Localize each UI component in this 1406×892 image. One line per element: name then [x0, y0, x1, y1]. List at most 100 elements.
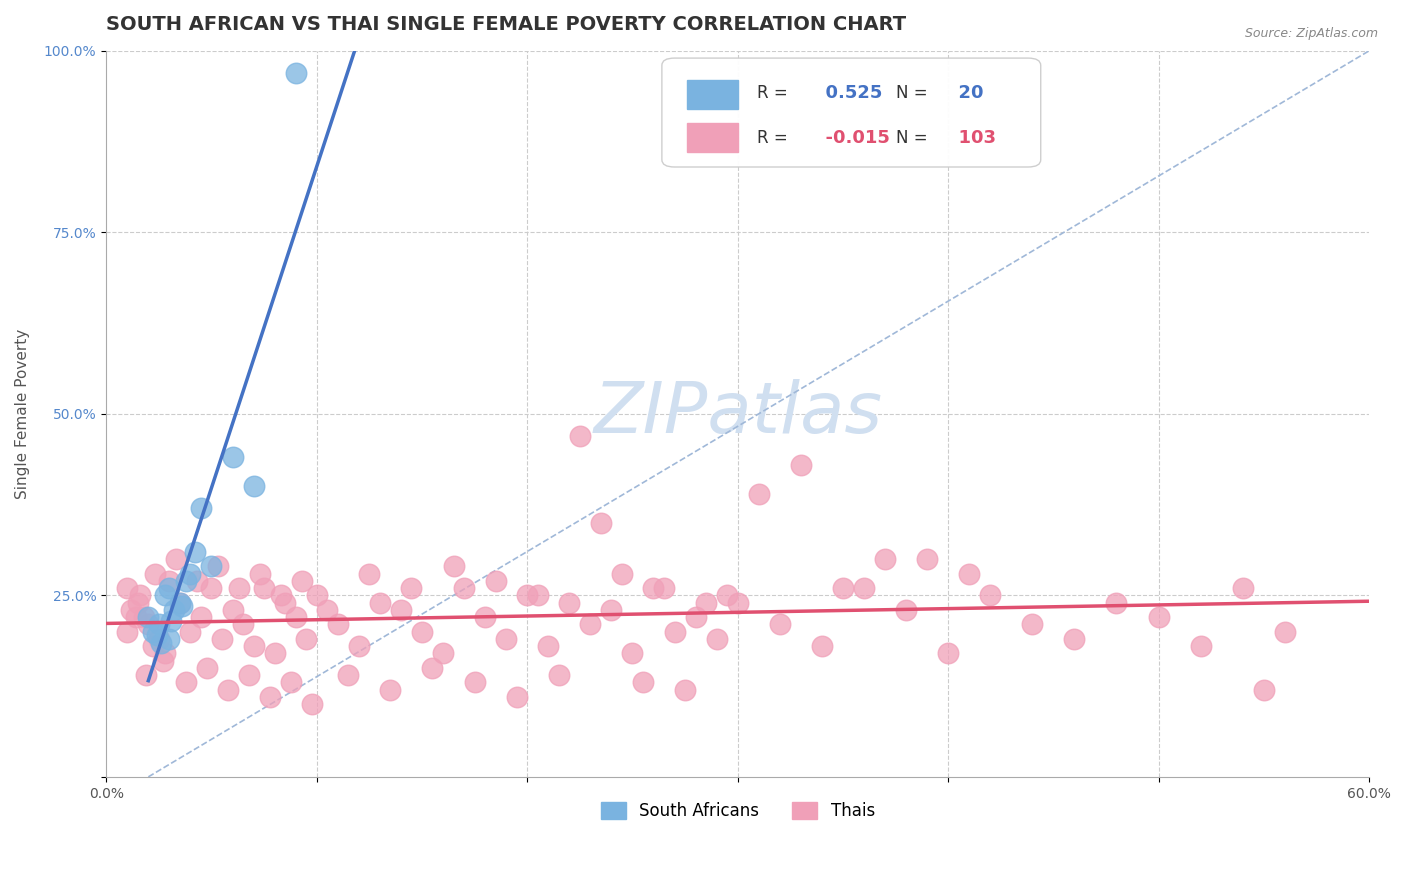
- Text: N =: N =: [896, 84, 927, 102]
- Point: [190, 610, 212, 624]
- FancyBboxPatch shape: [662, 58, 1040, 167]
- Point: [169, 596, 191, 610]
- Point: [652, 581, 675, 595]
- Point: [443, 559, 465, 574]
- Point: [228, 581, 250, 595]
- Point: [125, 610, 148, 624]
- Point: [145, 628, 167, 642]
- Point: [179, 624, 201, 639]
- Point: [484, 574, 506, 588]
- Point: [474, 610, 496, 624]
- Point: [152, 654, 174, 668]
- Point: [537, 639, 560, 653]
- Point: [1274, 624, 1296, 639]
- Point: [894, 603, 917, 617]
- Point: [170, 599, 193, 614]
- Point: [326, 617, 349, 632]
- Point: [643, 581, 665, 595]
- Point: [516, 588, 538, 602]
- Point: [706, 632, 728, 646]
- Point: [135, 668, 157, 682]
- Point: [368, 596, 391, 610]
- Point: [716, 588, 738, 602]
- Point: [621, 647, 644, 661]
- Point: [422, 661, 444, 675]
- Point: [217, 682, 239, 697]
- Point: [148, 632, 170, 646]
- Point: [117, 581, 139, 595]
- Point: [790, 458, 813, 472]
- Point: [316, 603, 339, 617]
- Point: [232, 617, 254, 632]
- Point: [1105, 596, 1128, 610]
- Point: [1253, 682, 1275, 697]
- Point: [1063, 632, 1085, 646]
- Point: [526, 588, 548, 602]
- Text: R =: R =: [756, 129, 787, 147]
- Point: [157, 632, 180, 646]
- Point: [600, 603, 623, 617]
- Point: [411, 624, 433, 639]
- Point: [242, 639, 264, 653]
- Text: 103: 103: [946, 129, 995, 147]
- Point: [183, 545, 205, 559]
- Text: Source: ZipAtlas.com: Source: ZipAtlas.com: [1244, 27, 1378, 40]
- Point: [811, 639, 834, 653]
- Point: [195, 661, 218, 675]
- Point: [143, 566, 166, 581]
- Point: [664, 624, 686, 639]
- Point: [141, 639, 163, 653]
- Point: [579, 617, 602, 632]
- Point: [957, 566, 980, 581]
- Text: 0.525: 0.525: [814, 84, 883, 102]
- Point: [121, 603, 143, 617]
- Point: [134, 610, 156, 624]
- Point: [610, 566, 633, 581]
- Point: [186, 574, 208, 588]
- Point: [179, 566, 201, 581]
- Point: [337, 668, 360, 682]
- Point: [284, 65, 307, 79]
- Point: [280, 675, 302, 690]
- Point: [153, 588, 176, 602]
- Point: [589, 516, 612, 530]
- Point: [270, 588, 292, 602]
- Point: [136, 610, 159, 624]
- Point: [464, 675, 486, 690]
- FancyBboxPatch shape: [688, 123, 738, 153]
- Point: [631, 675, 654, 690]
- Point: [547, 668, 569, 682]
- Point: [852, 581, 875, 595]
- Point: [263, 647, 285, 661]
- Point: [401, 581, 423, 595]
- Point: [129, 588, 152, 602]
- Point: [305, 588, 328, 602]
- Point: [221, 450, 243, 465]
- Point: [1021, 617, 1043, 632]
- Point: [253, 581, 276, 595]
- Point: [1232, 581, 1254, 595]
- Point: [359, 566, 381, 581]
- Point: [160, 614, 183, 628]
- Point: [221, 603, 243, 617]
- Point: [141, 624, 163, 639]
- Point: [748, 486, 770, 500]
- Point: [915, 552, 938, 566]
- Point: [174, 675, 197, 690]
- Point: [190, 501, 212, 516]
- Point: [568, 428, 591, 442]
- Point: [200, 581, 222, 595]
- Point: [249, 566, 271, 581]
- Point: [432, 647, 454, 661]
- Point: [127, 596, 149, 610]
- Point: [174, 574, 197, 588]
- Point: [165, 552, 187, 566]
- Point: [301, 698, 323, 712]
- Point: [157, 574, 180, 588]
- Point: [831, 581, 853, 595]
- Point: [295, 632, 318, 646]
- Point: [495, 632, 517, 646]
- Legend: South Africans, Thais: South Africans, Thais: [593, 795, 882, 827]
- Text: ZIPatlas: ZIPatlas: [593, 379, 882, 449]
- Point: [1147, 610, 1170, 624]
